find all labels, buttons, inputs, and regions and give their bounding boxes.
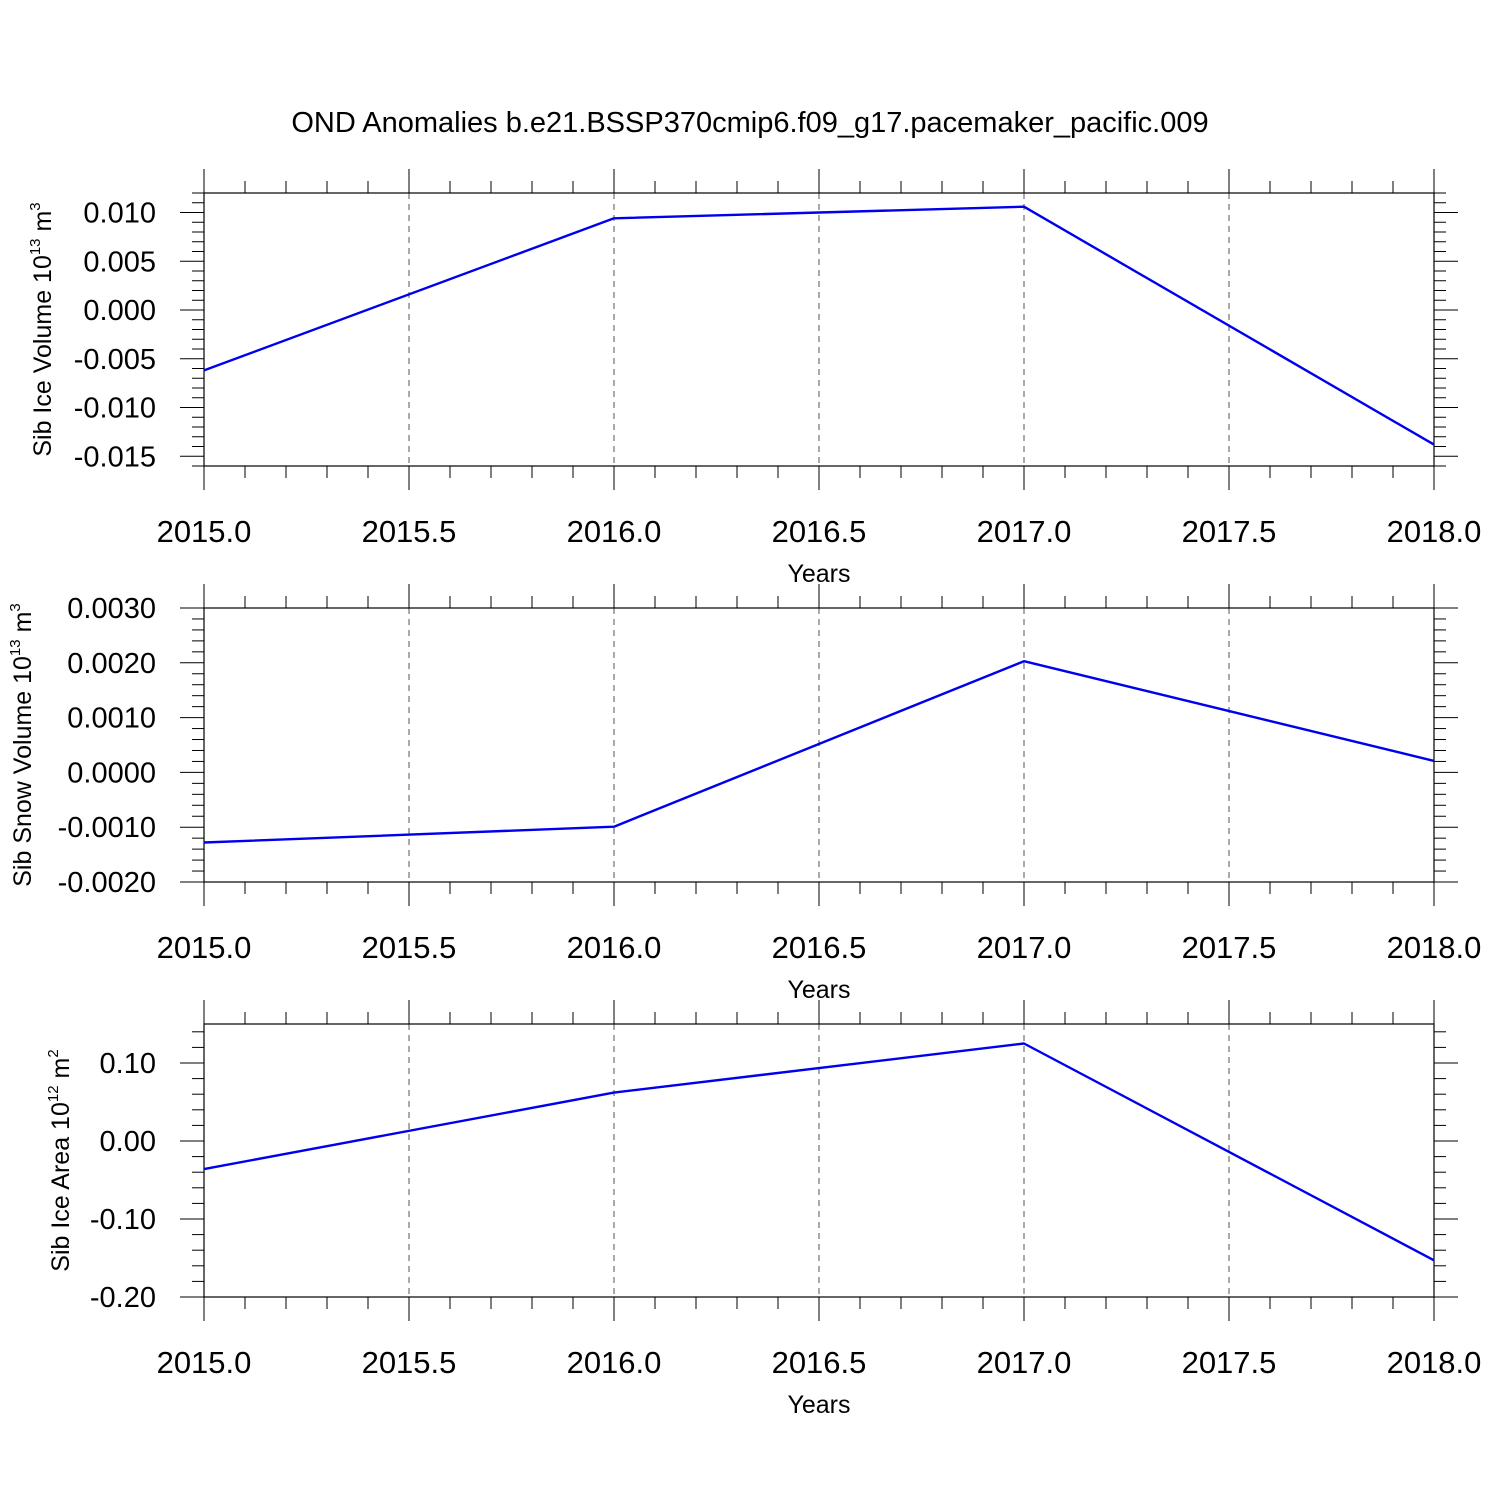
y-axis-label-exponent: 12 [45, 1085, 62, 1102]
y-tick-label: -0.20 [90, 1282, 156, 1314]
x-tick-label: 2015.0 [157, 930, 252, 965]
y-tick-label: -0.10 [90, 1204, 156, 1236]
x-tick-label: 2016.0 [567, 930, 662, 965]
x-tick-label: 2017.5 [1182, 930, 1277, 965]
series-line [203, 660, 1435, 844]
y-tick-label: 0.005 [83, 246, 156, 278]
x-axis-label: Years [787, 976, 850, 1004]
y-tick-label: -0.015 [74, 441, 156, 473]
y-tick-label: 0.010 [83, 198, 156, 230]
y-tick-label: 0.0020 [67, 648, 156, 680]
y-axis-label-unit: m [29, 211, 57, 239]
chart-panel-3: 2015.0 2015.5 2016.0 2016.5 2017.0 2017.5 2018… [45, 1000, 1482, 1419]
y-tick-label: -0.0020 [58, 867, 156, 899]
x-axis-label: Years [787, 1391, 850, 1419]
y-axis-label-text: Sib Ice Area 10 [47, 1102, 75, 1272]
series-line [203, 1042, 1435, 1262]
y-tick-label: 0.0000 [67, 757, 156, 789]
x-tick-label: 2016.5 [772, 1345, 867, 1380]
x-tick-label: 2016.5 [772, 514, 867, 549]
y-axis-label-unit: m [47, 1058, 75, 1086]
y-tick-label: -0.0010 [58, 812, 156, 844]
y-tick-label: 0.000 [83, 295, 156, 327]
x-tick-label: 2016.0 [567, 514, 662, 549]
y-tick-label: 0.00 [100, 1126, 156, 1158]
x-tick-label: 2017.0 [977, 514, 1072, 549]
x-tick-label: 2015.5 [362, 514, 457, 549]
x-tick-label: 2018.0 [1387, 930, 1482, 965]
y-axis-label-exponent: 13 [27, 238, 44, 255]
y-axis-label-unit-exponent: 3 [27, 202, 44, 210]
x-tick-label: 2017.5 [1182, 1345, 1277, 1380]
y-axis-label-text: Sib Snow Volume 10 [9, 656, 37, 887]
y-tick-label: 0.0010 [67, 703, 156, 735]
y-axis-label-text: Sib Ice Volume 10 [29, 255, 57, 457]
y-axis-label: Sib Ice Area 1012 m2 [45, 1049, 75, 1271]
series-line [203, 205, 1435, 446]
x-tick-label: 2017.5 [1182, 514, 1277, 549]
panels: 2015.0 2015.5 2016.0 2016.5 2017.0 2017.5 2018… [7, 169, 1482, 1419]
x-axis-label: Years [787, 560, 850, 588]
x-tick-label: 2017.0 [977, 930, 1072, 965]
y-tick-label: 0.10 [100, 1048, 156, 1080]
x-tick-label: 2016.5 [772, 930, 867, 965]
y-axis-label-unit-exponent: 3 [7, 603, 24, 611]
x-tick-label: 2015.0 [157, 514, 252, 549]
y-axis-label-unit-exponent: 2 [45, 1049, 62, 1057]
y-tick-label: -0.005 [74, 344, 156, 376]
x-tick-label: 2016.0 [567, 1345, 662, 1380]
x-tick-label: 2018.0 [1387, 1345, 1482, 1380]
y-axis-label: Sib Snow Volume 1013 m3 [7, 603, 37, 887]
figure-title: OND Anomalies b.e21.BSSP370cmip6.f09_g17… [291, 107, 1208, 139]
y-axis-label-exponent: 13 [7, 639, 24, 656]
chart-panel-1: 2015.0 2015.5 2016.0 2016.5 2017.0 2017.5 2018… [27, 169, 1482, 588]
x-tick-label: 2015.5 [362, 1345, 457, 1380]
y-axis-label-unit: m [9, 612, 37, 640]
x-tick-label: 2018.0 [1387, 514, 1482, 549]
x-tick-label: 2015.5 [362, 930, 457, 965]
y-tick-label: 0.0030 [67, 593, 156, 625]
x-tick-label: 2015.0 [157, 1345, 252, 1380]
chart-panel-2: 2015.0 2015.5 2016.0 2016.5 2017.0 2017.5 2018… [7, 584, 1482, 1004]
y-axis-label: Sib Ice Volume 1013 m3 [27, 202, 57, 456]
y-tick-label: -0.010 [74, 393, 156, 425]
x-tick-label: 2017.0 [977, 1345, 1072, 1380]
